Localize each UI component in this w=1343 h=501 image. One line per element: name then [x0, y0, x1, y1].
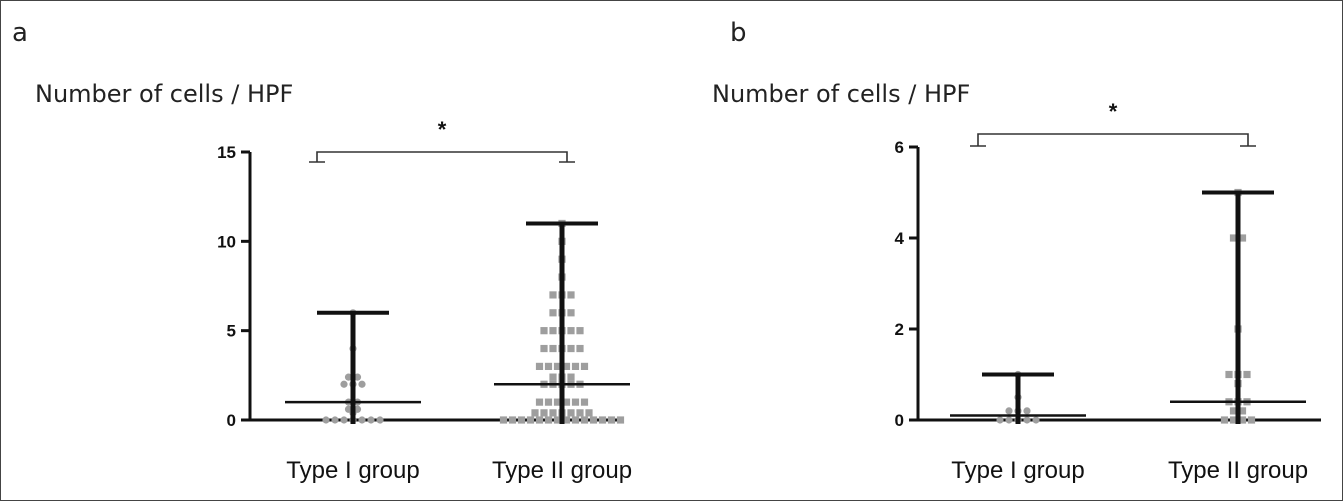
data-point [531, 409, 539, 417]
data-point [580, 398, 589, 406]
data-point [562, 362, 571, 370]
data-point [1023, 407, 1031, 415]
data-point [1005, 407, 1013, 415]
data-point [1220, 416, 1229, 424]
data-point [526, 416, 535, 424]
data-point [344, 373, 353, 381]
data-point [340, 380, 348, 388]
data-point [517, 416, 526, 424]
data-point [562, 416, 571, 424]
y-tick-label: 15 [217, 143, 236, 162]
data-point [540, 409, 548, 417]
data-point [544, 362, 553, 370]
y-tick-label: 4 [895, 229, 905, 248]
data-point [567, 309, 575, 317]
y-axis-label-b: Number of cells / HPF [712, 80, 971, 108]
data-point [549, 291, 557, 299]
data-point [567, 373, 575, 381]
data-point [535, 416, 544, 424]
data-point [358, 380, 366, 388]
data-point [580, 416, 589, 424]
data-point [616, 416, 625, 424]
data-point [571, 362, 580, 370]
data-point [549, 327, 557, 335]
x-category-label: Type I group [286, 457, 419, 484]
data-point [607, 416, 616, 424]
data-point [1243, 370, 1251, 379]
data-point [576, 409, 584, 417]
data-point [562, 398, 571, 406]
x-category-label: Type II group [492, 457, 632, 484]
data-point [589, 416, 598, 424]
significance-star: * [438, 117, 447, 142]
data-point [576, 327, 584, 335]
dot-plot-a: 0 5 10 15 Type I group Type II group * [217, 117, 632, 484]
data-point [331, 416, 339, 424]
panel-letter-b: b [730, 18, 747, 48]
data-point [549, 344, 557, 353]
data-point [1005, 416, 1013, 424]
x-category-label: Type I group [951, 457, 1084, 484]
data-point [544, 398, 553, 406]
data-point [540, 344, 548, 353]
data-point [1032, 416, 1040, 424]
y-tick-label: 0 [895, 411, 904, 430]
data-point [499, 416, 508, 424]
panel-letter-a: a [12, 18, 28, 48]
data-point [996, 416, 1004, 424]
y-tick-label: 0 [227, 411, 236, 430]
data-point [580, 362, 589, 370]
data-point [358, 416, 366, 424]
data-point [553, 416, 562, 424]
data-point [1229, 416, 1238, 424]
y-tick-label: 10 [217, 232, 236, 251]
data-point [535, 362, 544, 370]
data-point [571, 398, 580, 406]
data-point [1238, 234, 1247, 242]
data-point [322, 416, 330, 424]
data-point [571, 416, 580, 424]
data-point [544, 416, 553, 424]
data-point [567, 327, 575, 335]
data-point [549, 309, 557, 317]
y-tick-label: 2 [895, 320, 904, 339]
data-point [1247, 416, 1256, 424]
data-point [1238, 416, 1247, 424]
y-tick-label: 5 [227, 322, 236, 341]
data-point [549, 409, 557, 417]
data-point [353, 373, 362, 381]
data-point [1023, 416, 1031, 424]
x-category-label: Type II group [1168, 457, 1308, 484]
data-point [540, 327, 548, 335]
data-point [1229, 234, 1238, 242]
data-point [576, 344, 584, 353]
data-point [549, 373, 557, 381]
significance-star: * [1109, 99, 1118, 124]
data-point [508, 416, 517, 424]
data-point [585, 409, 593, 417]
data-point [1238, 407, 1247, 415]
data-point [553, 362, 562, 370]
data-point [1225, 370, 1233, 379]
significance-bracket [970, 133, 1256, 147]
data-point [598, 416, 607, 424]
data-point [567, 344, 575, 353]
y-axis-label-a: Number of cells / HPF [35, 80, 294, 108]
data-point [567, 409, 575, 417]
dot-plot-b: 0 2 4 6 Type I group Type II group * [895, 99, 1321, 484]
data-point [535, 398, 544, 406]
data-point [367, 416, 375, 424]
y-tick-label: 6 [895, 138, 904, 157]
significance-bracket [309, 151, 575, 163]
data-point [1229, 407, 1238, 415]
data-point [567, 291, 575, 299]
data-point [340, 416, 348, 424]
data-point [553, 398, 562, 406]
data-point [376, 416, 384, 424]
